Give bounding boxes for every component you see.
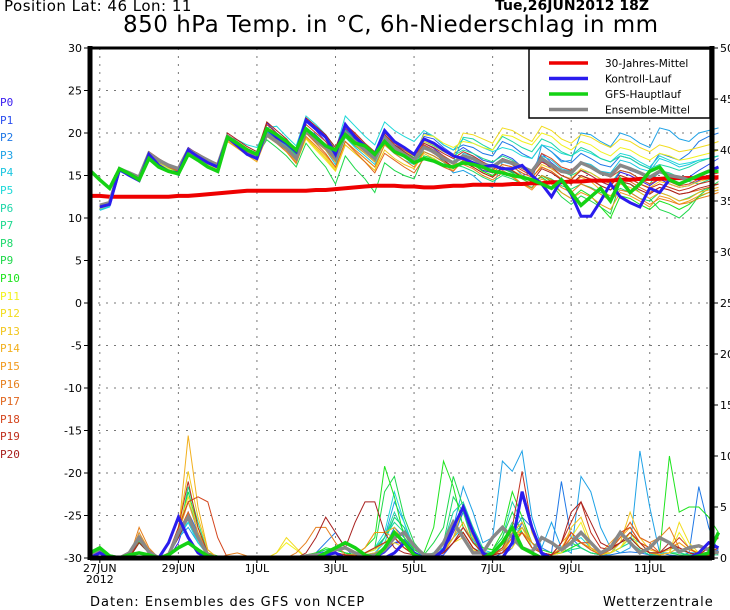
axes: 302520151050-5-10-15-20-25-3050454035302…: [64, 42, 730, 586]
member-label-p11: P11: [0, 289, 20, 303]
member-label-p2: P2: [0, 131, 14, 145]
member-precipitation-series: [89, 435, 719, 559]
brand-label: Wetterzentrale: [603, 595, 714, 610]
legend-label: Kontroll-Lauf: [605, 74, 672, 86]
y-right-tick-label: 10: [720, 450, 730, 463]
precip-line-p19: [89, 471, 719, 559]
x-tick-label: 5JUL: [402, 562, 427, 575]
x-tick-label: 11JUL: [634, 562, 666, 575]
y-left-tick-label: 10: [68, 212, 82, 225]
y-left-tick-label: -15: [64, 425, 82, 438]
temp-line-gfs-main: [88, 125, 719, 208]
temp-line-p15: [99, 132, 719, 211]
member-label-p16: P16: [0, 377, 20, 391]
member-label-p19: P19: [0, 430, 20, 444]
legend-label: Ensemble-Mittel: [605, 105, 690, 117]
y-right-tick-label: 15: [720, 399, 730, 412]
y-left-tick-label: -5: [71, 340, 82, 353]
grid-lines: [90, 48, 712, 558]
y-left-tick-label: 30: [68, 42, 82, 55]
legend: 30-Jahres-Mittel Kontroll-Lauf GFS-Hauptla…: [528, 48, 711, 119]
member-label-p20: P20: [0, 448, 20, 461]
temp-line-p10: [99, 132, 719, 219]
precip-line-ensemble-mean: [89, 513, 720, 560]
member-label-p8: P8: [0, 236, 14, 250]
y-left-tick-label: -30: [64, 552, 82, 565]
y-right-tick-label: 5: [720, 501, 727, 514]
member-label-p0: P0: [0, 96, 14, 109]
member-label-p10: P10: [0, 272, 20, 285]
member-label-p3: P3: [0, 148, 14, 162]
member-label-p13: P13: [0, 324, 20, 338]
y-left-tick-label: 0: [75, 297, 82, 310]
member-label-p6: P6: [0, 201, 14, 215]
legend-label: 30-Jahres-Mittel: [605, 58, 688, 70]
member-label-p15: P15: [0, 360, 20, 373]
member-label-p14: P14: [0, 342, 20, 356]
member-label-p12: P12: [0, 307, 20, 321]
position-label: Position Lat: 46 Lon: 11: [4, 0, 192, 15]
y-left-tick-label: -20: [64, 467, 82, 480]
temp-line-climate-mean: [90, 175, 719, 199]
y-right-tick-label: 0: [720, 552, 727, 565]
x-tick-label: 9JUL: [559, 562, 584, 575]
y-right-tick-label: 40: [720, 144, 730, 157]
member-label-p5: P5: [0, 184, 14, 197]
member-label-p17: P17: [0, 395, 20, 409]
y-left-tick-label: -25: [64, 510, 82, 523]
data-source-label: Daten: Ensembles des GFS von NCEP: [90, 595, 366, 610]
x-tick-label: 3JUL: [323, 562, 348, 575]
y-left-tick-label: -10: [64, 382, 82, 395]
member-label-p9: P9: [0, 254, 14, 268]
member-label-p4: P4: [0, 166, 14, 180]
y-left-tick-label: 20: [68, 127, 82, 140]
y-right-tick-label: 20: [720, 348, 730, 361]
x-tick-sublabel: 2012: [86, 573, 114, 586]
y-right-tick-label: 45: [720, 93, 730, 106]
member-label-p7: P7: [0, 219, 14, 233]
legend-label: GFS-Hauptlauf: [605, 89, 681, 101]
y-left-tick-label: 15: [68, 170, 82, 183]
member-label-p1: P1: [0, 113, 14, 127]
y-right-tick-label: 30: [720, 246, 730, 259]
legend-box: [528, 48, 711, 119]
y-left-tick-label: 25: [68, 85, 82, 98]
x-tick-label: 7JUL: [480, 562, 505, 575]
chart-title: 850 hPa Temp. in °C, 6h-Niederschlag in …: [123, 12, 659, 38]
x-tick-label: 27JUN: [83, 562, 117, 575]
member-label-p18: P18: [0, 412, 20, 426]
y-left-tick-label: 5: [75, 255, 82, 268]
run-time-label: Tue,26JUN2012 18Z: [495, 0, 650, 14]
y-right-tick-label: 25: [720, 297, 730, 310]
x-tick-label: 1JUL: [245, 562, 270, 575]
x-tick-label: 29JUN: [162, 562, 196, 575]
y-right-tick-label: 35: [720, 195, 730, 208]
y-right-tick-label: 50: [720, 42, 730, 55]
